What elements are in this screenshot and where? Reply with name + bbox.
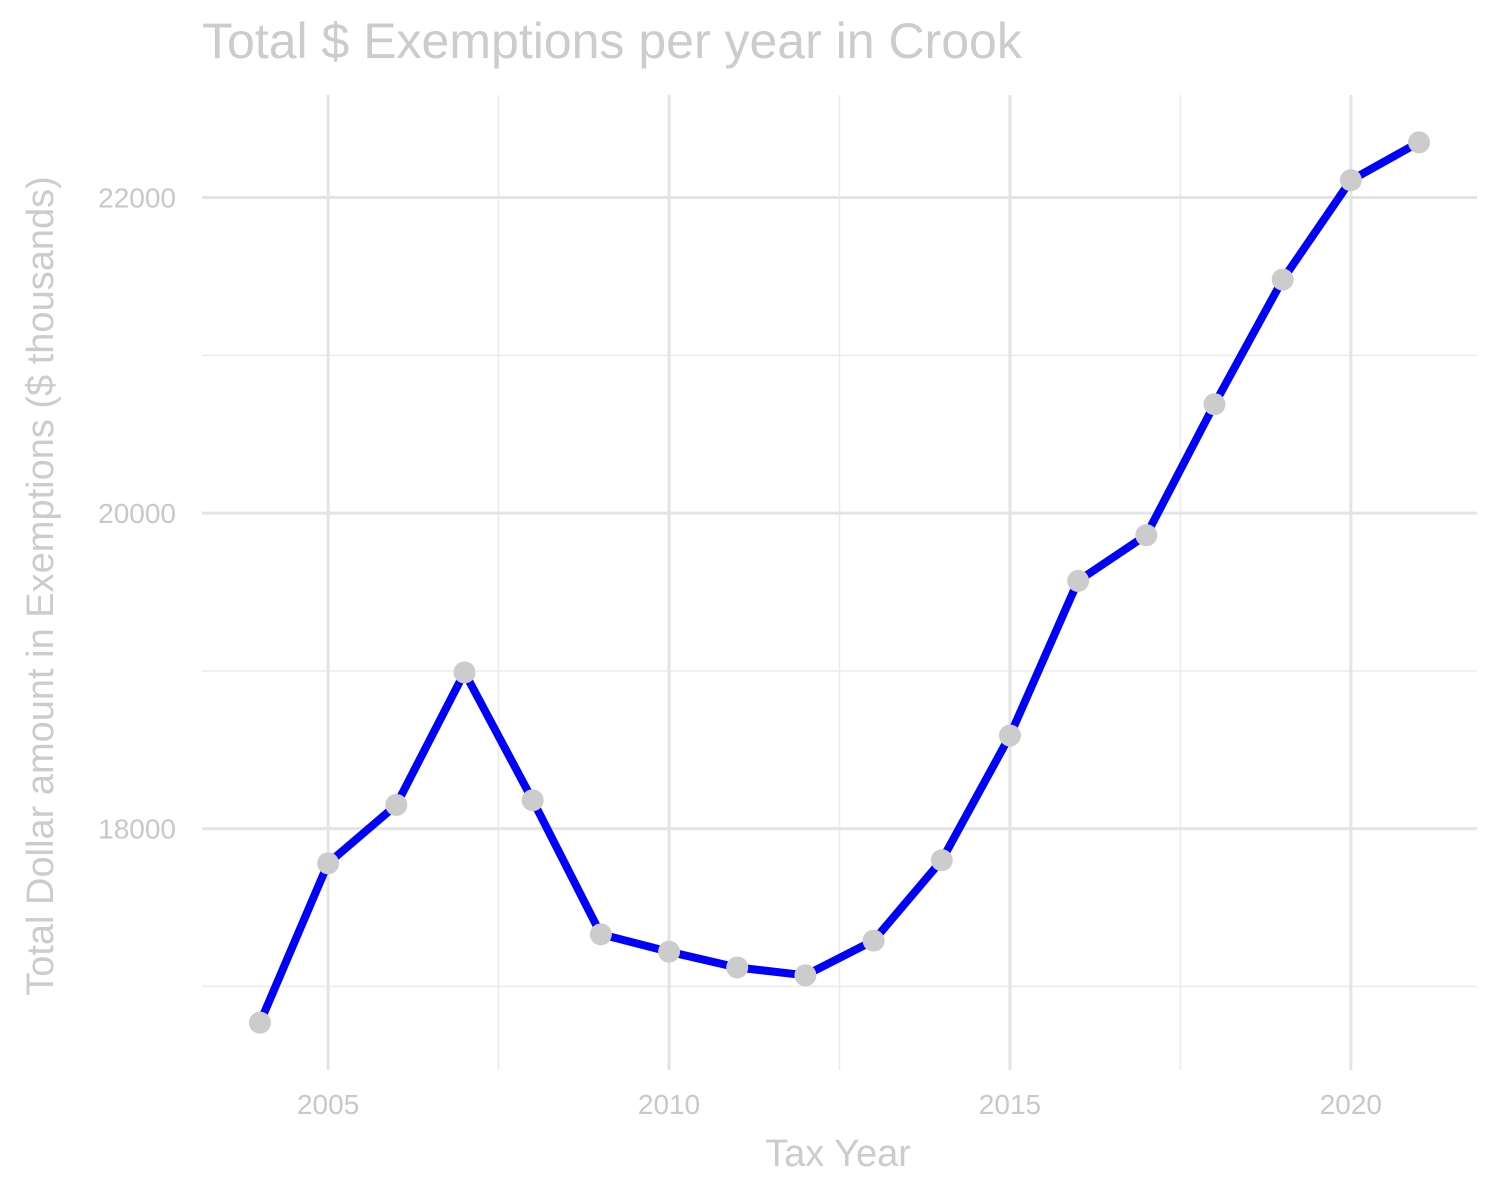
data-point xyxy=(726,956,749,979)
data-point xyxy=(1203,393,1226,416)
data-point xyxy=(1408,131,1431,154)
y-tick-label: 22000 xyxy=(98,183,176,214)
x-tick-label: 2005 xyxy=(297,1089,359,1120)
x-axis-title: Tax Year xyxy=(765,1133,911,1175)
data-point xyxy=(521,789,544,812)
data-point xyxy=(1067,569,1090,592)
data-point xyxy=(453,661,476,684)
data-point xyxy=(794,964,817,987)
series-line-group xyxy=(256,138,1423,1027)
y-tick-label: 20000 xyxy=(98,498,176,529)
data-point xyxy=(1339,169,1362,192)
data-points-group xyxy=(248,131,1431,1034)
minor-gridlines xyxy=(202,95,1477,1070)
series-line xyxy=(256,138,1423,1027)
data-point xyxy=(385,793,408,816)
y-tick-label: 18000 xyxy=(98,814,176,845)
data-point xyxy=(658,940,681,963)
y-axis-title: Total Dollar amount in Exemptions ($ tho… xyxy=(20,176,62,996)
data-point xyxy=(862,929,885,952)
data-point xyxy=(1271,268,1294,291)
x-tick-label: 2020 xyxy=(1320,1089,1382,1120)
data-point xyxy=(248,1011,271,1034)
data-point xyxy=(589,923,612,946)
x-tick-label: 2015 xyxy=(979,1089,1041,1120)
major-gridlines xyxy=(202,95,1477,1070)
x-tick-labels: 2005 2010 2015 2020 xyxy=(297,1089,1382,1120)
data-point xyxy=(998,724,1021,747)
y-tick-labels: 18000 20000 22000 xyxy=(98,183,176,845)
data-point xyxy=(317,852,340,875)
chart-title: Total $ Exemptions per year in Crook xyxy=(202,13,1022,69)
x-tick-label: 2010 xyxy=(638,1089,700,1120)
data-point xyxy=(930,849,953,872)
data-point xyxy=(1135,524,1158,547)
